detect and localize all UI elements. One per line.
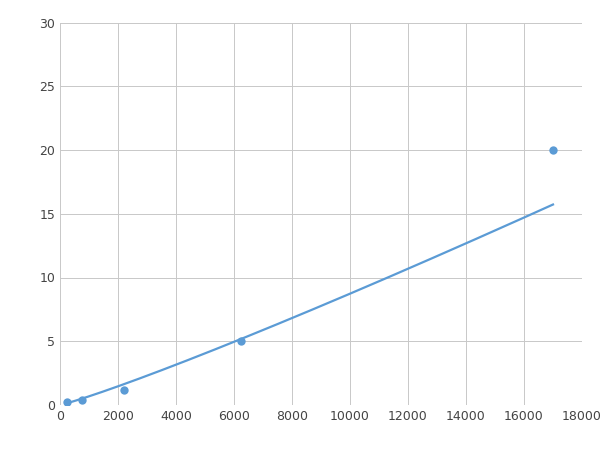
Point bbox=[77, 396, 86, 404]
Point bbox=[236, 338, 246, 345]
Point bbox=[119, 386, 128, 393]
Point bbox=[62, 399, 72, 406]
Point bbox=[548, 146, 558, 153]
